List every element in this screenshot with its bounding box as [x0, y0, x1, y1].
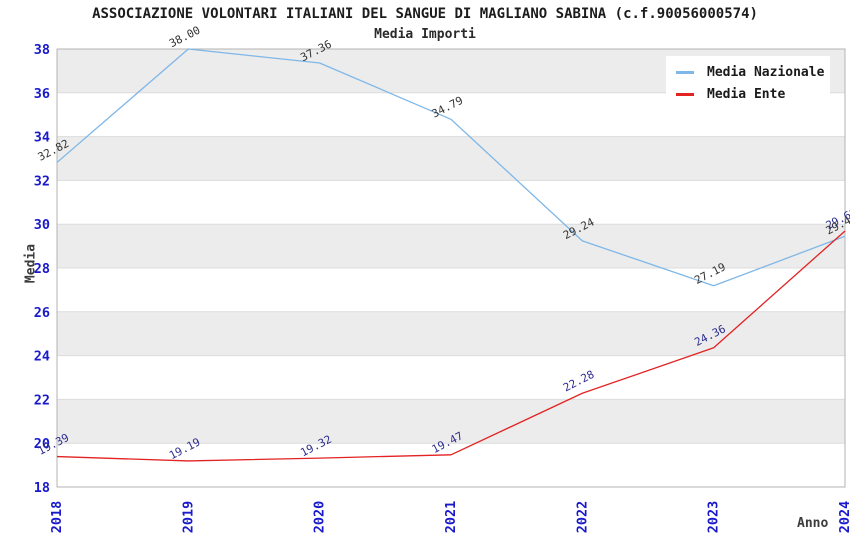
legend-label: Media Ente — [707, 86, 786, 102]
x-tick-label: 2022 — [574, 501, 590, 534]
y-tick-label: 20 — [34, 436, 50, 452]
y-tick-label: 34 — [34, 130, 50, 146]
x-tick-label: 2019 — [180, 501, 196, 534]
y-axis-label: Media — [23, 243, 39, 284]
x-tick-label: 2021 — [443, 501, 459, 534]
y-tick-label: 28 — [34, 261, 50, 277]
x-tick-label: 2023 — [706, 501, 722, 534]
legend: Media Nazionale Media Ente — [666, 56, 830, 111]
point-label: 38.00 — [167, 24, 202, 51]
legend-swatch-0 — [676, 70, 694, 74]
x-axis-label: Anno — [797, 516, 829, 531]
legend-swatch-1 — [676, 92, 694, 96]
legend-label: Media Nazionale — [707, 64, 825, 80]
chart-subtitle: Media Importi — [374, 27, 476, 42]
legend-item-media-nazionale: Media Nazionale — [676, 61, 824, 83]
y-tick-label: 32 — [34, 173, 50, 189]
plot-border — [56, 48, 846, 488]
chart-title: ASSOCIAZIONE VOLONTARI ITALIANI DEL SANG… — [92, 6, 758, 22]
grid-band — [57, 399, 845, 444]
series-line-media-ente — [56, 230, 846, 462]
x-tick-label: 2018 — [49, 501, 65, 534]
y-tick-label: 18 — [34, 480, 50, 496]
point-label: 34.79 — [430, 94, 465, 121]
y-tick-label: 30 — [34, 217, 50, 233]
grid-band — [57, 136, 845, 181]
y-tick-label: 22 — [34, 392, 50, 408]
legend-item-media-ente: Media Ente — [676, 83, 824, 105]
point-label: 19.39 — [36, 431, 71, 458]
y-tick-label: 38 — [34, 42, 50, 58]
y-tick-label: 26 — [34, 305, 50, 321]
y-tick-label: 24 — [34, 349, 50, 365]
grid-band — [57, 224, 845, 268]
x-tick-label: 2020 — [312, 501, 328, 534]
y-tick-label: 36 — [34, 86, 50, 102]
series-line-media-nazionale — [56, 48, 846, 287]
x-tick-label: 2024 — [837, 501, 850, 534]
